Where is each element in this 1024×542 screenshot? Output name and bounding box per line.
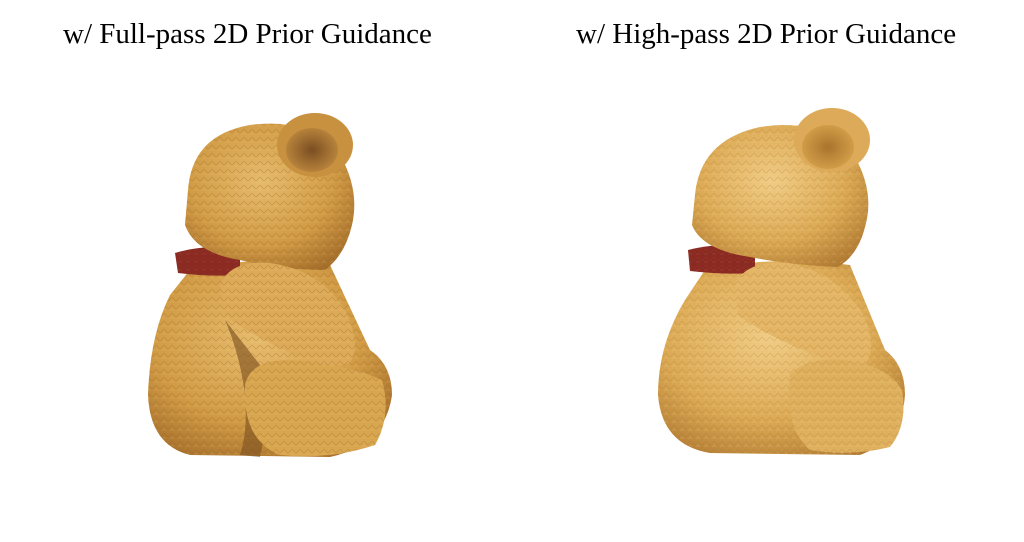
teddy-bear-image-high-pass	[658, 108, 905, 455]
bear-body-right	[658, 108, 905, 455]
teddy-bear-image-full-pass	[148, 113, 392, 457]
bear-body-left	[148, 113, 392, 457]
panel-title-full-pass: w/ Full-pass 2D Prior Guidance	[63, 18, 432, 50]
panel-title-high-pass: w/ High-pass 2D Prior Guidance	[576, 18, 957, 50]
